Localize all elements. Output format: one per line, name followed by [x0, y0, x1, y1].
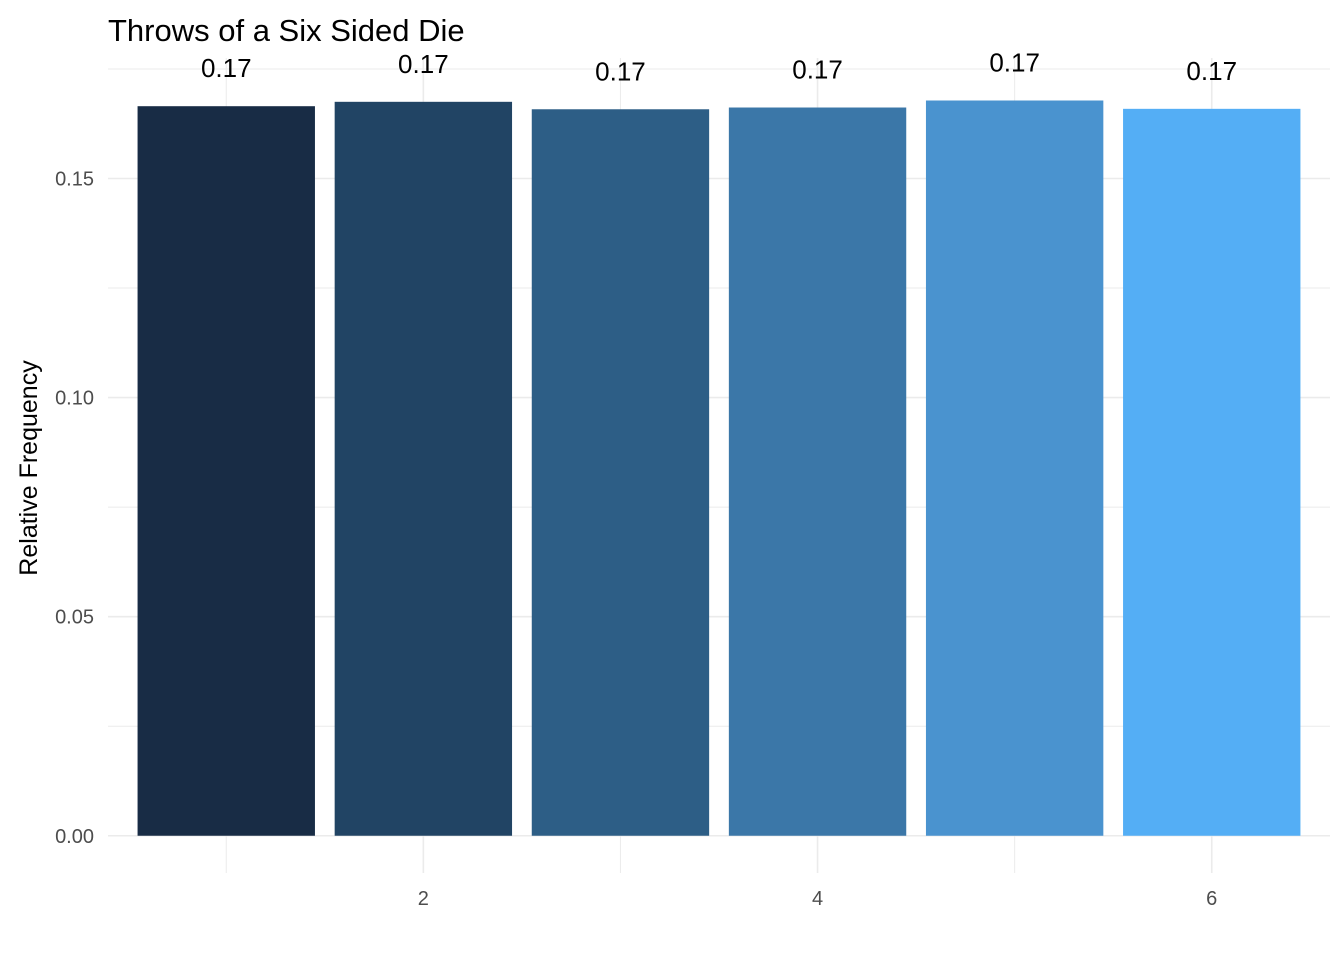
bar-1	[137, 106, 315, 836]
y-tick-label: 0.15	[55, 168, 94, 190]
bars-group	[137, 100, 1301, 836]
data-label-1: 0.17	[201, 53, 252, 83]
x-tick-label: 2	[418, 888, 429, 910]
y-tick-label: 0.00	[55, 826, 94, 848]
data-label-5: 0.17	[989, 48, 1040, 78]
bar-5	[925, 100, 1104, 836]
bar-6	[1123, 108, 1301, 836]
data-label-3: 0.17	[595, 56, 646, 86]
data-label-6: 0.17	[1186, 56, 1237, 86]
y-tick-label: 0.10	[55, 388, 94, 410]
bar-3	[531, 109, 710, 836]
y-axis-title: Relative Frequency	[15, 360, 43, 576]
data-label-4: 0.17	[792, 55, 843, 85]
data-label-2: 0.17	[398, 49, 449, 79]
x-axis-tick-labels: 2 4 6	[418, 888, 1218, 910]
x-tick-label: 6	[1206, 888, 1217, 910]
y-tick-label: 0.05	[55, 607, 94, 629]
bar-2	[334, 101, 513, 836]
bar-4	[728, 107, 907, 836]
chart-title: Throws of a Six Sided Die	[108, 13, 465, 48]
y-axis-tick-labels: 0.00 0.05 0.10 0.15	[55, 168, 94, 847]
data-labels-group: 0.17 0.17 0.17 0.17 0.17 0.17	[201, 48, 1237, 87]
x-tick-label: 4	[812, 888, 823, 910]
